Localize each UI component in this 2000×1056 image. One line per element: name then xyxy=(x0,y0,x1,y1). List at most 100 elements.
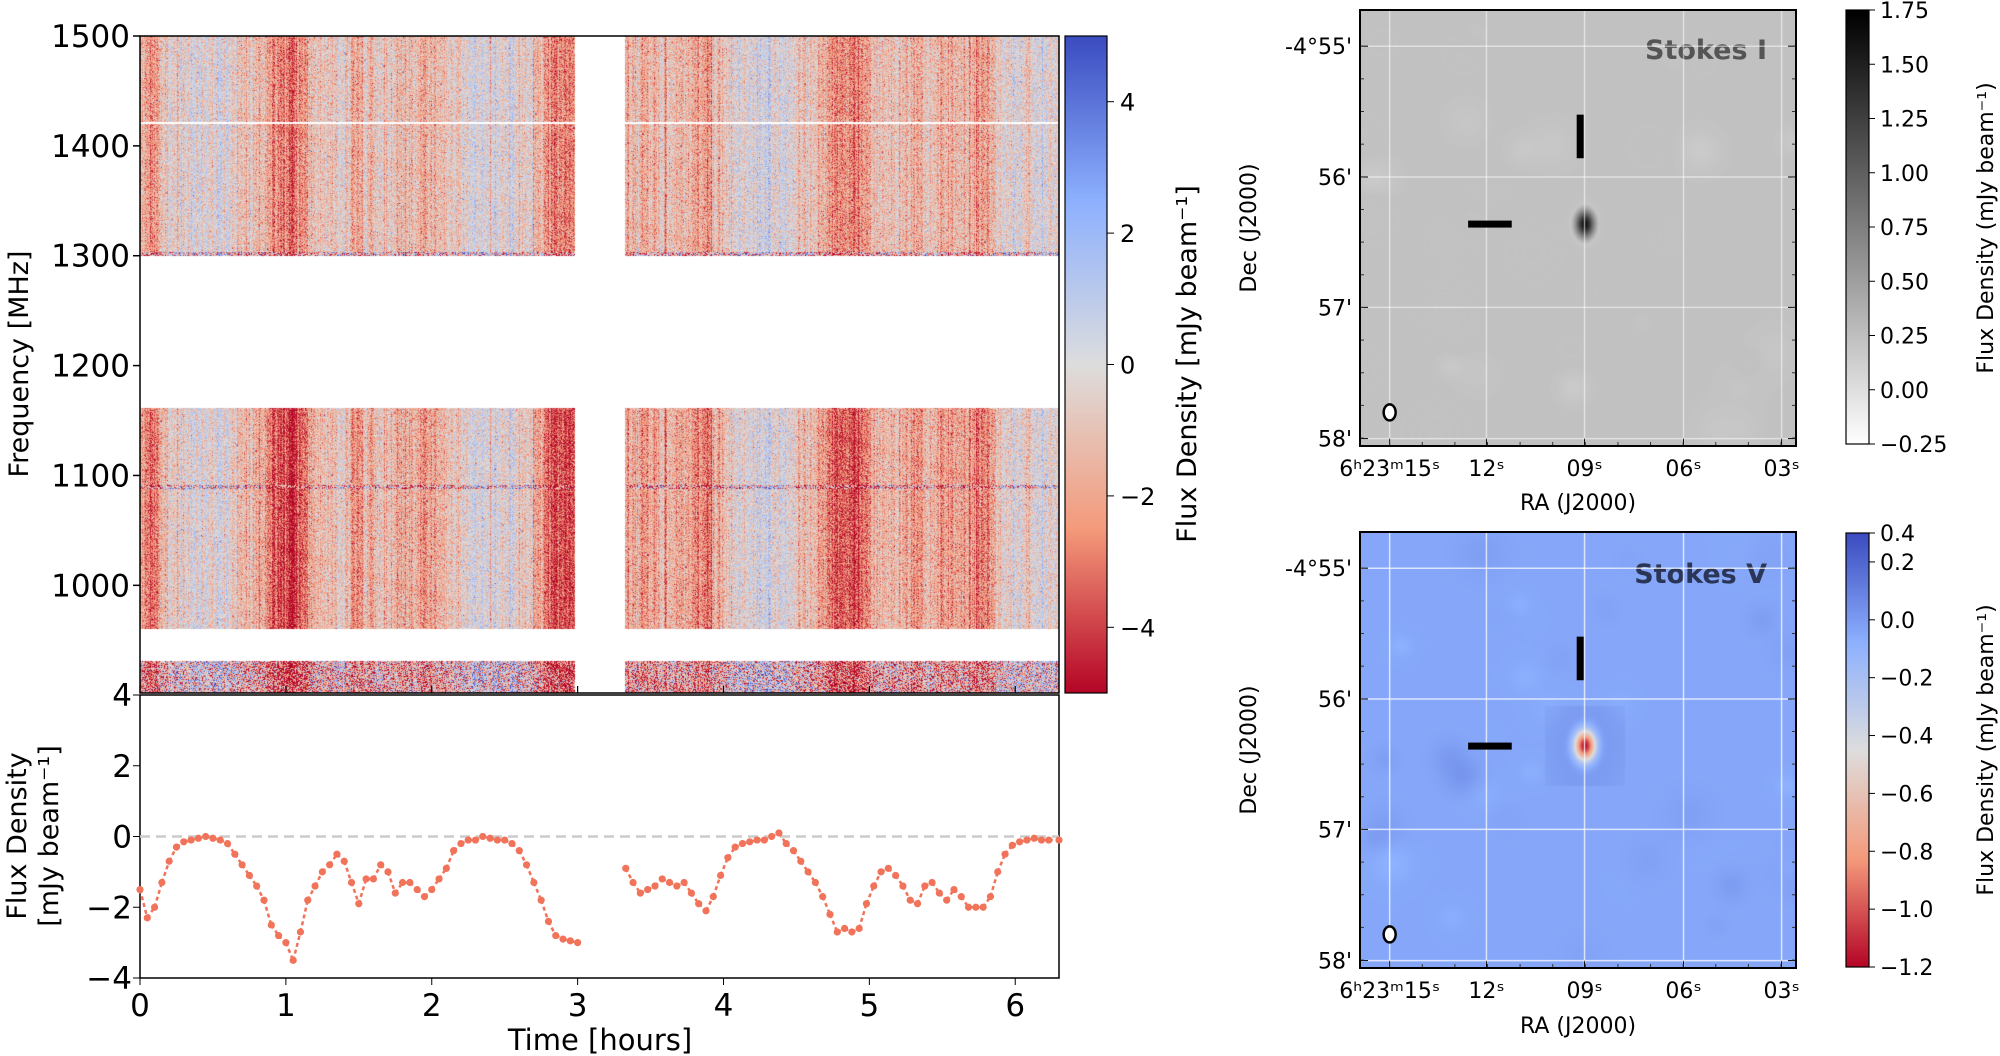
dynamic-spectrum-colorbar xyxy=(1065,36,1107,693)
horizontal-marker-bar xyxy=(1468,220,1512,228)
horizontal-marker-bar xyxy=(1468,742,1512,750)
dec-tick-label: 57' xyxy=(1318,818,1352,843)
lightcurve-ytick-label: 4 xyxy=(112,678,132,714)
ra-tick-label: 12ˢ xyxy=(1468,979,1504,1004)
stokes-i-image xyxy=(1360,10,1796,446)
lightcurve-segment xyxy=(262,899,273,926)
lightcurve-segment xyxy=(624,867,635,884)
spectrum-colorbar-tick-label: 0 xyxy=(1120,352,1135,380)
spectrum-ytick-label: 1000 xyxy=(51,568,130,604)
stokes-i-colorbar-label: Flux Density (mJy beam⁻¹) xyxy=(1974,82,1999,373)
lightcurve-segment xyxy=(255,885,266,901)
lightcurve-xtick-label: 1 xyxy=(276,988,296,1024)
lightcurve-segment xyxy=(872,871,883,887)
lightcurve-xtick-label: 4 xyxy=(714,988,734,1024)
lightcurve-segment xyxy=(343,860,353,883)
dec-tick-label: 56' xyxy=(1318,166,1352,191)
lightcurve-segment xyxy=(880,867,889,873)
lightcurve-xtick-label: 5 xyxy=(859,988,879,1024)
lightcurve-segment xyxy=(190,837,199,842)
stokes-i-xlabel: RA (J2000) xyxy=(1520,491,1636,516)
lightcurve-segment xyxy=(570,939,578,944)
dec-tick-label: 57' xyxy=(1318,296,1352,321)
lightcurve-segment xyxy=(482,835,491,840)
stokes-v-colorbar-label: Flux Density (mJy beam⁻¹) xyxy=(1974,604,1999,895)
spectrum-colorbar-frame xyxy=(1064,35,1108,694)
stokes-i-title: Stokes I xyxy=(1645,35,1767,66)
ra-tick-label: 09ˢ xyxy=(1566,979,1602,1004)
lightcurve-xtick-label: 2 xyxy=(422,988,442,1024)
lightcurve-segment xyxy=(734,842,744,849)
lightcurve-segment xyxy=(504,838,513,845)
vertical-marker-bar xyxy=(1576,114,1584,159)
ra-tick-label: 06ˢ xyxy=(1665,979,1701,1004)
beam-ellipse xyxy=(1382,403,1397,422)
ra-tick-label: 03ˢ xyxy=(1764,457,1800,482)
lightcurve-segment xyxy=(924,881,933,888)
spectrum-colorbar-tick-label: 2 xyxy=(1120,220,1135,248)
beam-ellipse xyxy=(1382,925,1397,944)
dec-tick-label: 58' xyxy=(1318,428,1352,453)
colorbar-tick-label: −0.2 xyxy=(1880,667,1933,692)
spectrum-colorbar-label: Flux Density [mJy beam⁻¹] xyxy=(1172,185,1203,543)
colorbar-tick-label: −1.2 xyxy=(1880,956,1933,981)
spectrum-frame xyxy=(139,35,1060,694)
colorbar-tick-label: −1.0 xyxy=(1880,898,1933,923)
spectrum-ytick-label: 1100 xyxy=(51,458,130,494)
colorbar-frame xyxy=(1845,9,1870,445)
lightcurve-point xyxy=(574,939,582,947)
lightcurve-ylabel-line1: Flux Density xyxy=(2,752,33,919)
lightcurve-segment xyxy=(299,899,309,933)
ra-tick-label: 12ˢ xyxy=(1468,457,1504,482)
lightcurve-segment xyxy=(844,927,853,934)
lightcurve-ytick-label: 2 xyxy=(112,749,132,785)
lightcurve-segment xyxy=(1026,837,1035,842)
lightcurve-segment xyxy=(386,871,397,894)
dec-tick-label: -4°55' xyxy=(1285,557,1352,582)
lightcurve-segment xyxy=(555,934,564,941)
lightcurve-ytick-label: −4 xyxy=(86,961,132,997)
lightcurve-segment xyxy=(763,835,773,842)
lightcurve-segment xyxy=(704,896,715,912)
lightcurve-segment xyxy=(676,881,685,888)
lightcurve-ytick-label: −2 xyxy=(86,890,132,926)
lightcurve-segment xyxy=(518,850,528,866)
colorbar-tick-label: −0.25 xyxy=(1880,433,1947,458)
colorbar-tick-label: 1.25 xyxy=(1880,108,1929,133)
spectrum-ytick-label: 1300 xyxy=(51,239,130,275)
colorbar-tick-label: −0.6 xyxy=(1880,782,1933,807)
colorbar-tick-label: 0.2 xyxy=(1880,551,1915,576)
colorbar-tick-label: 1.50 xyxy=(1880,53,1929,78)
lightcurve-segment xyxy=(212,837,221,842)
colorbar-frame xyxy=(1845,532,1870,968)
lightcurve-segment xyxy=(489,837,498,842)
dynamic-spectrum-heatmap xyxy=(140,36,1059,693)
lightcurve-segment xyxy=(712,875,722,898)
lightcurve-ylabel-line2: [mJy beam⁻¹] xyxy=(34,745,65,927)
colorbar-tick-label: 0.50 xyxy=(1880,270,1929,295)
image-frame xyxy=(1359,531,1797,969)
lightcurve-segment xyxy=(160,860,171,883)
lightcurve-segment xyxy=(909,899,919,905)
lightcurve-point xyxy=(1055,836,1063,844)
lightcurve-segment xyxy=(989,871,999,897)
lightcurve-segment xyxy=(547,920,557,937)
ra-tick-label: 03ˢ xyxy=(1764,979,1800,1004)
image-frame xyxy=(1359,9,1797,447)
stokes-v-ylabel: Dec (J2000) xyxy=(1237,685,1262,814)
lightcurve-segment xyxy=(814,881,824,898)
colorbar-tick-label: 0.00 xyxy=(1880,379,1929,404)
lightcurve-point xyxy=(738,839,747,848)
spectrum-colorbar-tick-label: −4 xyxy=(1120,614,1155,642)
stokes-v-title: Stokes V xyxy=(1634,559,1767,590)
lightcurve-segment xyxy=(183,838,192,844)
lightcurve-point xyxy=(187,836,195,844)
ra-tick-label: 09ˢ xyxy=(1566,457,1602,482)
dec-tick-label: 56' xyxy=(1318,688,1352,713)
colorbar-tick-label: 0.0 xyxy=(1880,609,1915,634)
lightcurve-segment xyxy=(857,903,868,929)
spectrum-ytick-label: 1500 xyxy=(51,19,130,55)
lightcurve-segment xyxy=(742,840,751,845)
dec-tick-label: 58' xyxy=(1318,950,1352,975)
